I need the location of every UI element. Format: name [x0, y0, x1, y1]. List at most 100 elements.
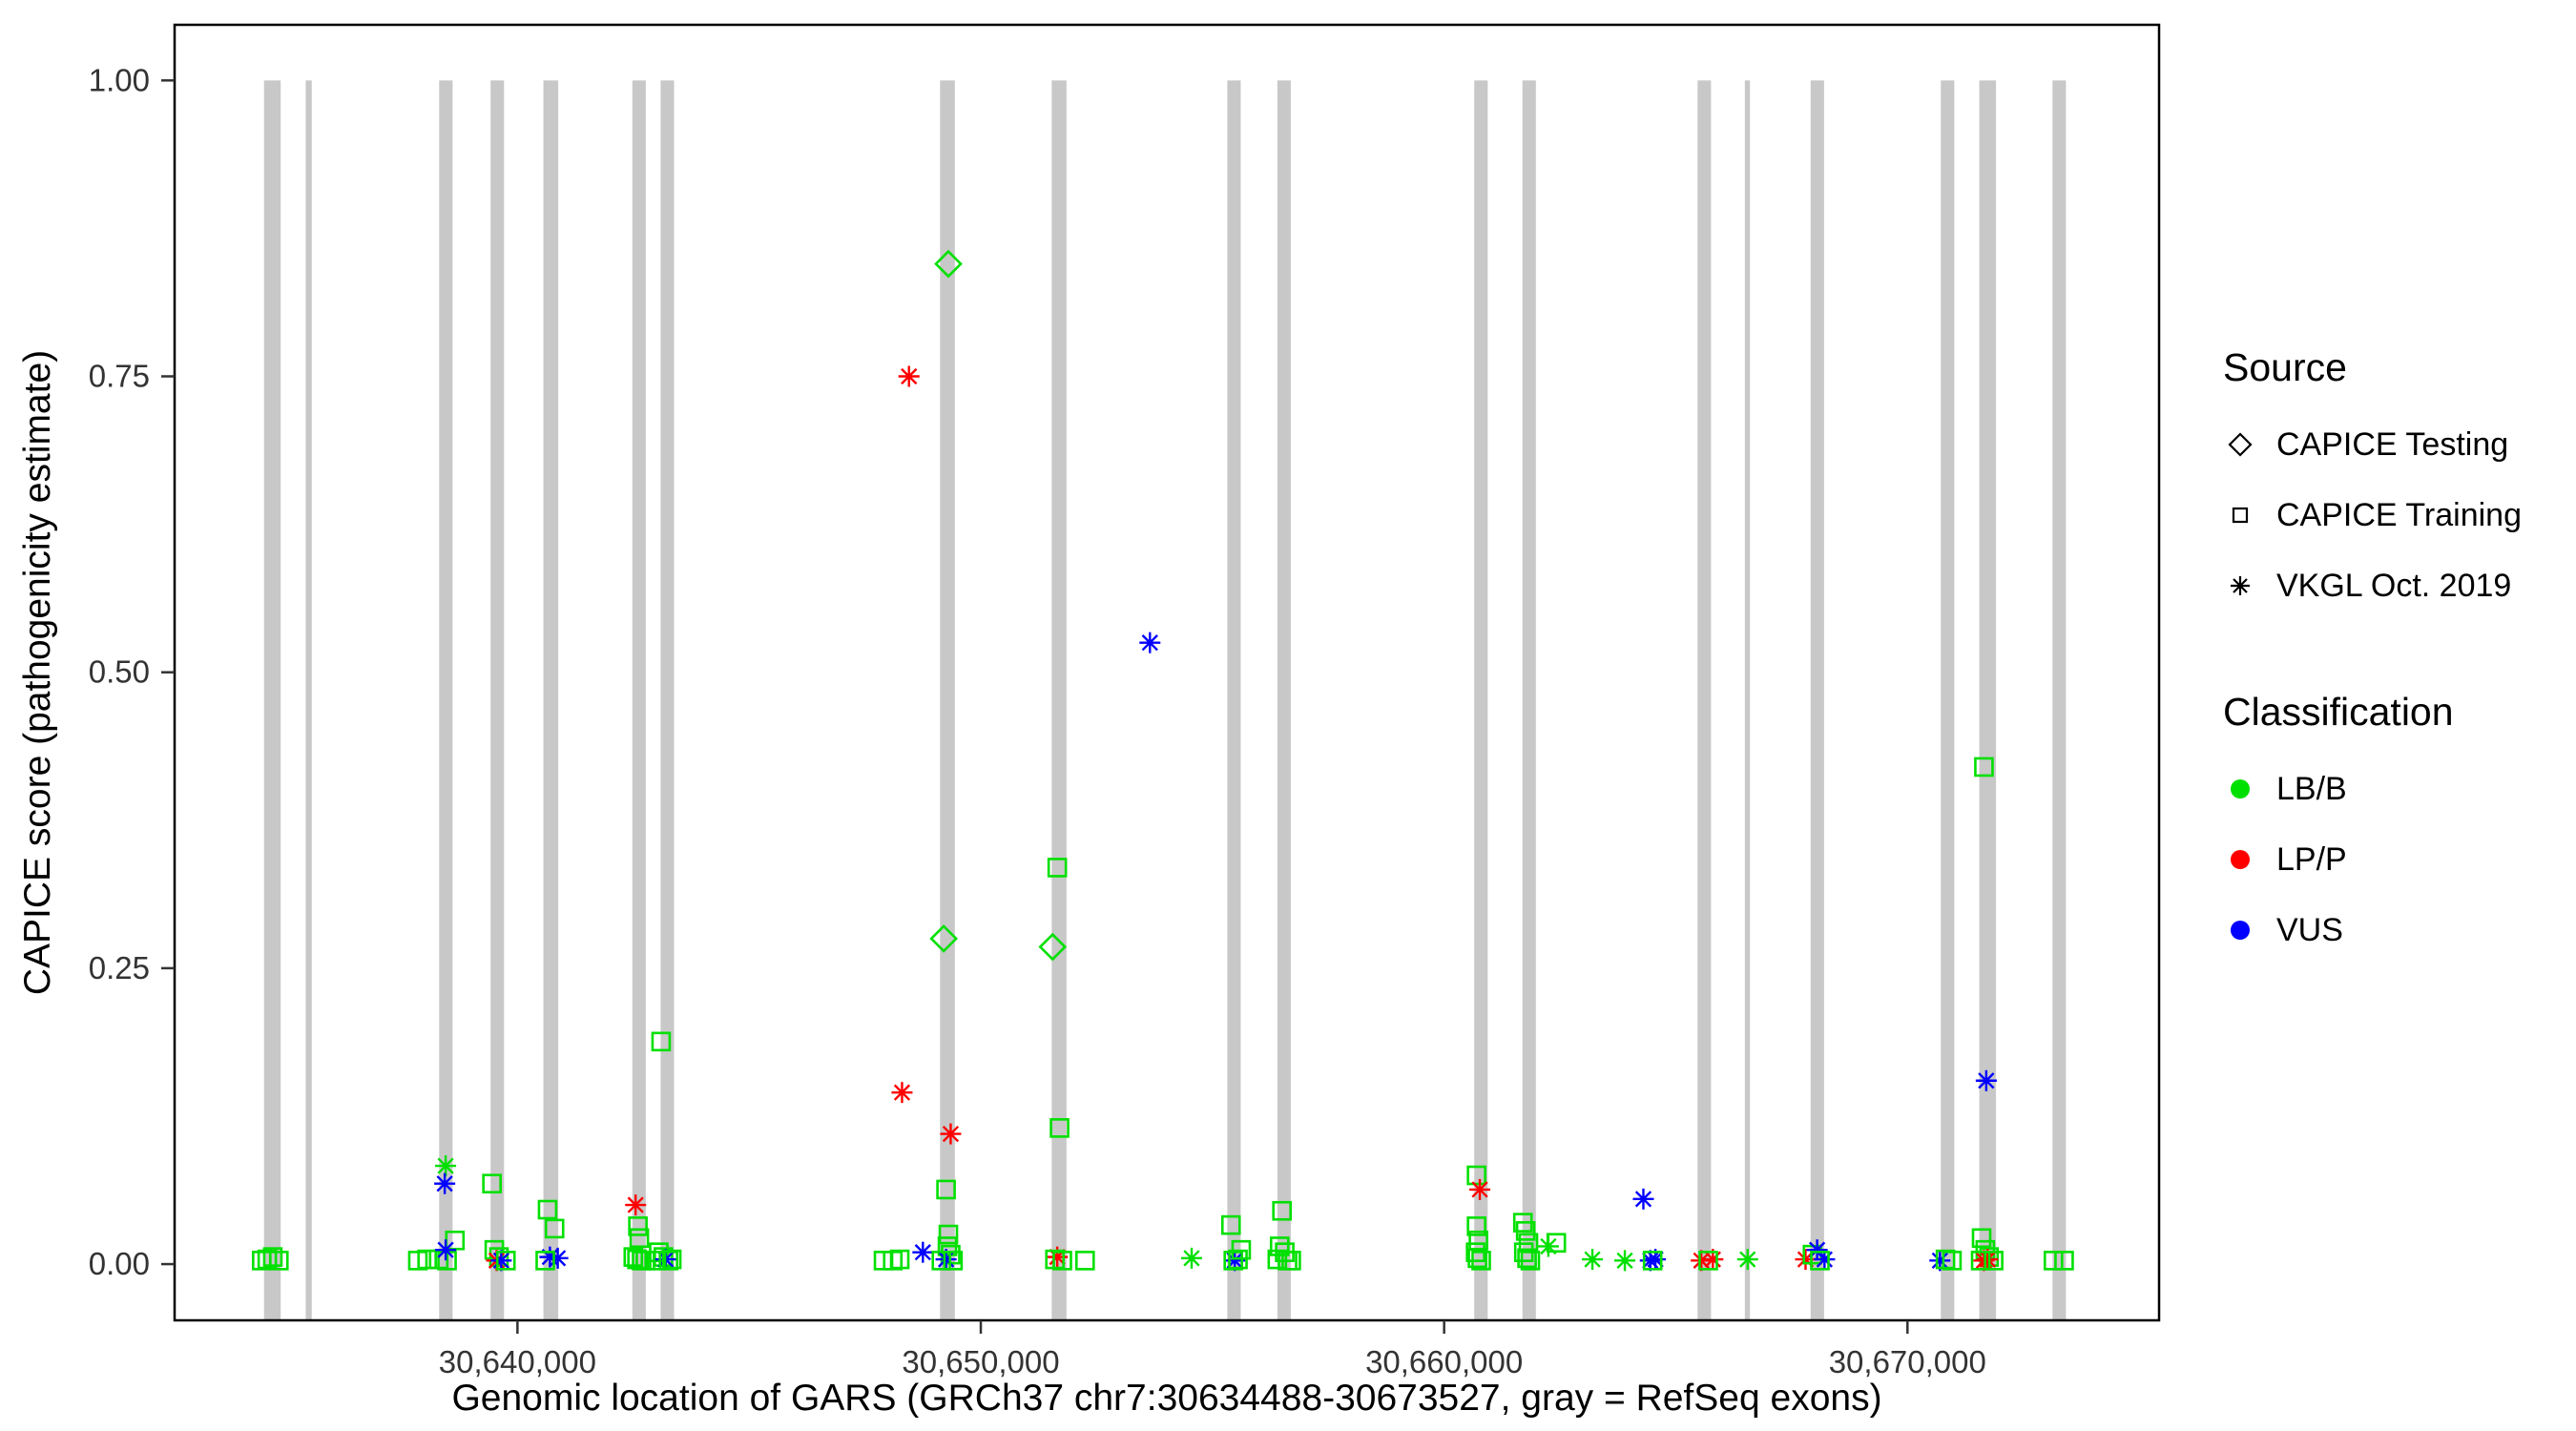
exon-bar — [1810, 80, 1824, 1321]
legend-item-capice-testing: CAPICE Testing — [2223, 409, 2522, 480]
blue-dot-icon — [2223, 913, 2269, 947]
data-point — [1220, 1214, 1241, 1235]
exon-bar — [632, 80, 646, 1321]
data-point — [1632, 1188, 1654, 1210]
data-point — [1942, 1251, 1963, 1271]
exon-bar — [490, 80, 505, 1321]
x-tick-label: 30,660,000 — [1365, 1344, 1523, 1379]
data-point — [1582, 1249, 1604, 1271]
exon-bar — [305, 80, 312, 1321]
data-point — [1267, 1249, 1288, 1270]
x-axis-title: Genomic location of GARS (GRCh37 chr7:30… — [451, 1378, 1881, 1419]
data-point — [1139, 632, 1161, 653]
data-point — [482, 1173, 502, 1193]
data-point — [262, 1247, 283, 1267]
data-point — [629, 1228, 650, 1249]
data-point — [544, 1218, 565, 1239]
data-point — [661, 1249, 682, 1270]
exon-bar — [1697, 80, 1712, 1321]
data-point — [417, 1249, 437, 1270]
legend-classification-title: Classification — [2223, 690, 2454, 734]
data-point — [1074, 1251, 1095, 1271]
data-point — [1520, 1251, 1541, 1271]
data-point — [898, 365, 920, 387]
data-point — [257, 1249, 278, 1270]
diamond-marker-icon — [2223, 427, 2269, 462]
exon-bar — [2052, 80, 2067, 1321]
exon-bar — [1522, 80, 1536, 1321]
data-point — [1515, 1221, 1536, 1241]
data-point — [938, 1224, 959, 1245]
data-point — [936, 1179, 956, 1200]
data-point — [2043, 1251, 2064, 1271]
data-point — [1469, 1178, 1491, 1200]
data-point — [435, 1239, 457, 1261]
data-point — [1984, 1251, 2004, 1271]
x-tick-label: 30,670,000 — [1829, 1344, 1986, 1379]
data-point — [435, 1155, 457, 1177]
legend-group-source: Source CAPICE Testing CAPICE Training — [2223, 345, 2522, 621]
data-point — [628, 1216, 648, 1236]
data-point — [1471, 1251, 1491, 1271]
data-point — [1049, 1118, 1070, 1138]
data-point — [625, 1194, 647, 1216]
legend-source-title: Source — [2223, 345, 2347, 389]
exon-bar — [1979, 80, 1997, 1321]
y-tick-label: 0.25 — [89, 950, 150, 985]
legend-item-label: CAPICE Training — [2276, 496, 2522, 533]
data-point — [1223, 1251, 1243, 1271]
legend-item-vus: VUS — [2223, 895, 2522, 965]
exon-bar — [1051, 80, 1067, 1321]
exon-bar — [1744, 80, 1751, 1321]
data-point — [1546, 1233, 1567, 1254]
green-dot-icon — [2223, 772, 2269, 806]
data-point — [1467, 1248, 1487, 1269]
data-point — [1281, 1251, 1301, 1271]
y-tick-label: 0.75 — [89, 359, 150, 394]
data-point — [1698, 1251, 1718, 1271]
exon-bar — [439, 80, 453, 1321]
data-point — [1180, 1247, 1202, 1269]
x-tick-label: 30,640,000 — [439, 1344, 596, 1379]
red-dot-icon — [2223, 842, 2269, 877]
data-point — [889, 1249, 910, 1270]
data-point — [1975, 1069, 1997, 1091]
data-point — [1810, 1251, 1830, 1271]
data-point — [940, 1123, 962, 1145]
data-point — [1466, 1165, 1486, 1186]
data-point — [1517, 1248, 1537, 1269]
data-point — [1970, 1251, 1991, 1271]
exon-bar — [1941, 80, 1955, 1321]
legend-item-label: LP/P — [2276, 840, 2347, 878]
data-point — [1614, 1250, 1636, 1272]
legend: Source CAPICE Testing CAPICE Training — [2223, 345, 2522, 965]
data-point — [912, 1241, 934, 1263]
data-point — [1691, 1250, 1713, 1272]
x-tick-label: 30,650,000 — [902, 1344, 1059, 1379]
y-tick-label: 0.00 — [89, 1246, 150, 1281]
legend-item-label: CAPICE Testing — [2276, 425, 2509, 463]
y-tick-label: 1.00 — [89, 62, 150, 97]
y-axis-title: CAPICE score (pathogenicity estimate) — [17, 350, 58, 995]
data-point — [2054, 1251, 2074, 1271]
data-point — [1929, 1250, 1951, 1272]
data-point — [434, 1172, 456, 1194]
data-point — [1047, 858, 1068, 878]
legend-item-lbb: LB/B — [2223, 754, 2522, 824]
data-point — [488, 1247, 509, 1267]
legend-group-classification: Classification LB/B LP/P VUS — [2223, 690, 2522, 965]
data-point — [646, 1251, 667, 1271]
exon-bar — [660, 80, 675, 1321]
data-point — [929, 924, 958, 953]
data-point — [943, 1251, 964, 1271]
data-point — [535, 1251, 555, 1271]
data-point — [490, 1250, 512, 1272]
exon-bar — [1474, 80, 1488, 1321]
data-point — [1736, 1249, 1758, 1271]
exon-bar — [1227, 80, 1241, 1321]
data-point — [934, 249, 963, 279]
panel-border — [173, 23, 2161, 1322]
legend-item-label: LB/B — [2276, 770, 2347, 807]
